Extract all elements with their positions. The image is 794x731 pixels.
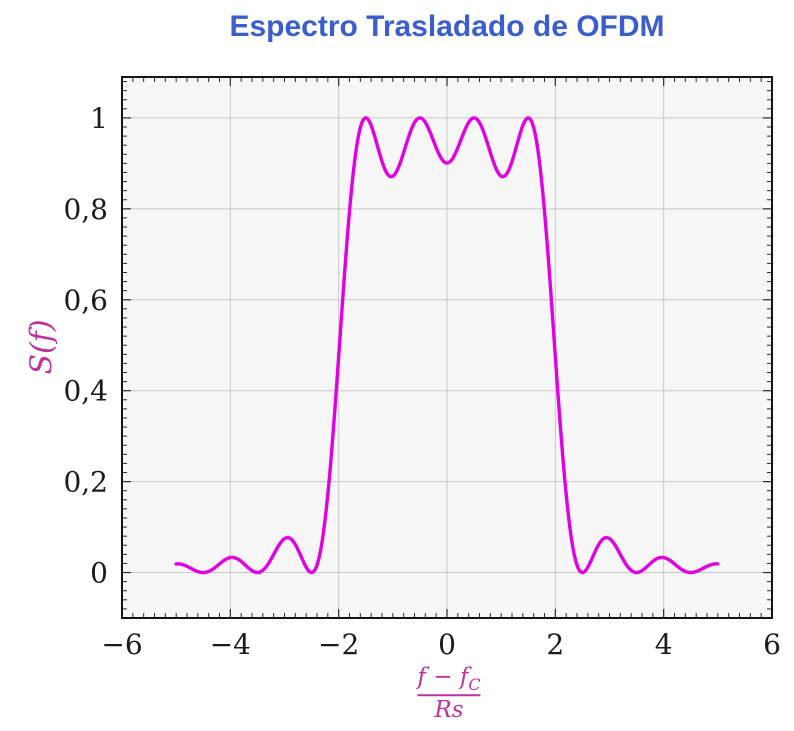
y-tick-label: 0,4 [63, 375, 108, 408]
y-tick-label: 0 [90, 557, 108, 590]
y-tick-label: 1 [90, 102, 108, 135]
chart-title: Espectro Trasladado de OFDM [229, 10, 665, 43]
plot-border [121, 76, 773, 619]
y-tick-label: 0,6 [63, 284, 108, 317]
x-tick-label: 2 [546, 628, 564, 661]
fraction-denominator: Rs [434, 697, 464, 724]
y-tick-label: 0,8 [63, 193, 108, 226]
x-axis-fraction: f − fC Rs [417, 664, 481, 724]
x-tick-label: −6 [101, 628, 142, 661]
fraction-bar [417, 694, 481, 697]
y-tick-label: 0,2 [63, 466, 108, 499]
fraction-numerator-subscript: C [468, 674, 481, 694]
x-tick-label: 0 [438, 628, 456, 661]
x-tick-label: −2 [318, 628, 359, 661]
y-axis-label: S(f) [24, 319, 60, 375]
spectrum-curve [174, 116, 720, 575]
x-axis-label: f − fC Rs [417, 664, 481, 724]
x-tick-label: 4 [655, 628, 673, 661]
x-tick-label: 6 [763, 628, 781, 661]
fraction-numerator: f − fC [417, 664, 481, 694]
x-tick-label: −4 [210, 628, 251, 661]
